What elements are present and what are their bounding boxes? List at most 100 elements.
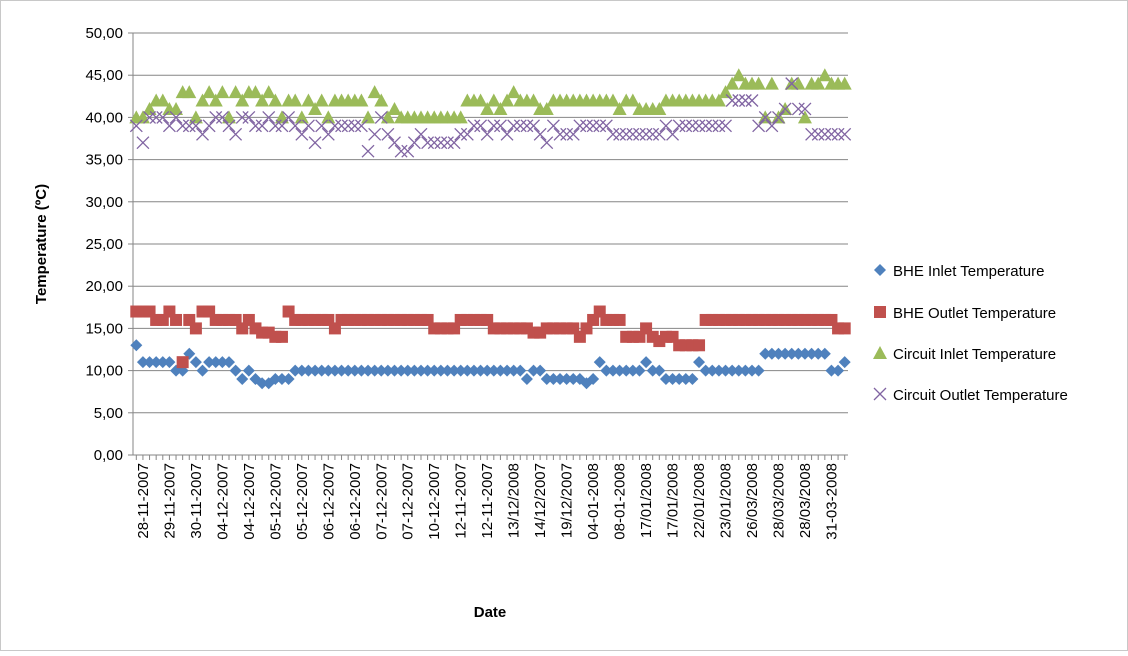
x-marker	[798, 102, 812, 116]
x-marker	[295, 127, 309, 141]
diamond-marker	[275, 373, 288, 386]
x-marker	[474, 119, 488, 133]
diamond-marker	[626, 364, 639, 377]
triangle-marker	[288, 93, 303, 107]
x-marker	[838, 127, 852, 141]
x-tick-label: 28-11-2007	[135, 463, 152, 539]
x-marker	[606, 127, 620, 141]
x-tick-label: 23/01/2008	[718, 463, 735, 538]
triangle-marker	[228, 85, 243, 99]
x-marker	[758, 110, 772, 124]
x-tick-label: 12-11-2007	[453, 463, 470, 539]
triangle-marker	[725, 76, 740, 90]
diamond-marker	[362, 364, 375, 377]
x-marker	[652, 127, 666, 141]
y-tick-label: 30,00	[85, 194, 123, 211]
diamond-marker	[874, 264, 886, 276]
triangle-marker	[526, 93, 541, 107]
y-axis-label: Temperature (ºC)	[33, 184, 50, 304]
x-tick-label: 05-12-2007	[294, 463, 311, 540]
x-marker	[427, 136, 441, 150]
diamond-marker	[355, 364, 368, 377]
x-marker	[262, 110, 276, 124]
diamond-marker	[759, 347, 772, 360]
x-marker	[639, 127, 653, 141]
x-marker	[765, 119, 779, 133]
triangle-marker	[817, 68, 832, 82]
x-marker	[778, 102, 792, 116]
x-marker	[447, 136, 461, 150]
x-marker	[738, 94, 752, 107]
triangle-marker	[711, 93, 726, 107]
x-marker	[255, 119, 269, 133]
square-marker	[501, 322, 514, 335]
diamond-marker	[487, 364, 500, 377]
diamond-marker	[540, 373, 553, 386]
diamond-marker	[203, 356, 216, 369]
diamond-marker	[269, 373, 282, 386]
diamond-marker	[414, 364, 427, 377]
x-marker	[613, 127, 627, 141]
x-marker	[560, 127, 574, 141]
diamond-marker	[712, 364, 725, 377]
x-marker	[315, 119, 329, 133]
triangle-marker	[453, 110, 468, 124]
x-marker	[162, 119, 176, 133]
triangle-marker	[248, 85, 263, 99]
diamond-marker	[395, 364, 408, 377]
x-marker	[599, 119, 613, 133]
diamond-marker	[779, 347, 792, 360]
diamond-marker	[434, 364, 447, 377]
diamond-marker	[368, 364, 381, 377]
x-tick-label: 28/03/2008	[797, 463, 814, 538]
diamond-marker	[467, 364, 480, 377]
diamond-marker	[295, 364, 308, 377]
square-marker	[874, 306, 886, 318]
triangle-marker	[361, 110, 376, 124]
diamond-marker	[554, 373, 567, 386]
x-marker	[394, 144, 408, 158]
triangle-marker	[235, 93, 250, 107]
triangle-marker	[255, 93, 270, 107]
x-marker	[407, 136, 421, 150]
x-marker	[692, 119, 706, 133]
x-marker	[646, 127, 660, 141]
x-marker	[282, 110, 296, 124]
series	[129, 68, 852, 124]
diamond-marker	[832, 364, 845, 377]
diamond-marker	[302, 364, 315, 377]
triangle-marker	[301, 93, 316, 107]
diamond-marker	[209, 356, 222, 369]
x-marker	[679, 119, 693, 133]
triangle-marker	[261, 85, 276, 99]
triangle-marker	[473, 93, 488, 107]
diamond-marker	[838, 356, 851, 369]
x-marker	[752, 119, 766, 133]
x-marker	[143, 110, 157, 124]
x-marker	[235, 110, 249, 124]
x-marker	[791, 102, 805, 116]
x-marker	[328, 119, 342, 133]
diamond-marker	[812, 347, 825, 360]
diamond-marker	[818, 347, 831, 360]
diamond-marker	[746, 364, 759, 377]
triangle-marker	[308, 101, 323, 115]
diamond-marker	[494, 364, 507, 377]
square-marker	[275, 330, 288, 343]
x-marker	[156, 110, 170, 124]
triangle-marker	[539, 101, 554, 115]
triangle-marker	[354, 93, 369, 107]
x-marker	[685, 119, 699, 133]
x-marker	[719, 119, 732, 133]
diamond-marker	[189, 356, 202, 369]
diamond-marker	[567, 373, 580, 386]
legend-label: BHE Inlet Temperature	[893, 263, 1044, 280]
diamond-marker	[309, 364, 322, 377]
x-marker	[421, 136, 435, 150]
diamond-marker	[156, 356, 169, 369]
diamond-marker	[150, 356, 163, 369]
x-marker	[341, 119, 355, 133]
x-marker	[209, 110, 223, 124]
square-marker	[176, 356, 189, 369]
triangle-marker	[155, 93, 170, 107]
